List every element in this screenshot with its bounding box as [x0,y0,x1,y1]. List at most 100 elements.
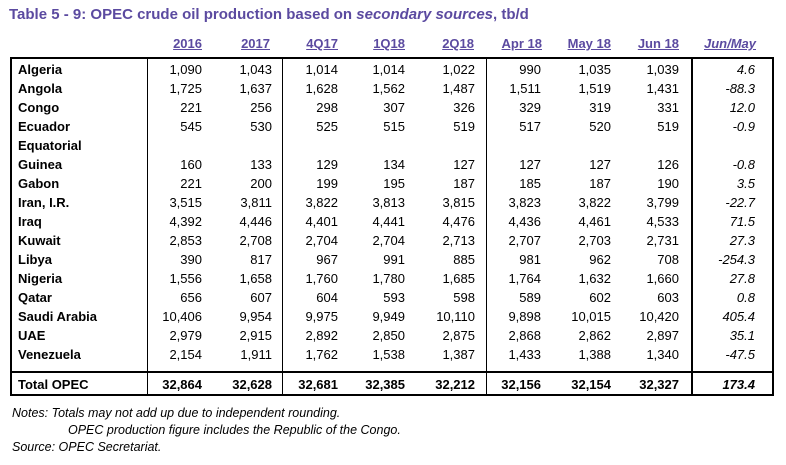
cell-jun18: 190 [657,176,679,191]
cell-apr18: 990 [519,62,541,77]
table-row: Guinea 160 133 129 134 127 127 127 126 -0.8 [12,155,776,174]
cell-4q17: 1,762 [305,347,338,362]
cell-may18: 3,822 [578,195,611,210]
cell-1q18: 195 [383,176,405,191]
cell-2016: 221 [180,176,202,191]
title-suffix: , tb/d [493,6,529,23]
table-row: Algeria 1,090 1,043 1,014 1,014 1,022 990 1,035… [12,60,776,79]
cell-jun-may: 405.4 [722,309,755,324]
cell-4q17 [268,136,338,155]
row-label: Gabon [18,176,60,191]
note-rounding: Notes: Totals may not add up due to inde… [12,406,341,420]
cell-jun-may: 12.0 [729,100,755,115]
cell-jun-may: -254.3 [718,252,755,267]
cell-2016: 2,979 [169,328,202,343]
cell-4q17: 1,760 [305,271,338,286]
title-prefix: Table 5 - 9: OPEC crude oil production b… [9,6,357,23]
cell-may18: 10,015 [571,309,611,324]
cell-2017: 607 [250,290,272,305]
cell-2017: 4,446 [239,214,272,229]
row-label: Angola [18,81,63,96]
cell-jun18: 3,799 [646,195,679,210]
cell-2q18: 1,685 [442,271,475,286]
cell-jun18: 1,039 [646,62,679,77]
table-row: Equatorial [12,136,776,155]
row-label: Libya [18,252,52,267]
table-row: Kuwait 2,853 2,708 2,704 2,704 2,713 2,707 2,70… [12,231,776,250]
cell-2016: 1,725 [169,81,202,96]
cell-2q18: 2,875 [442,328,475,343]
col-header-jun-may: Jun/May [703,36,756,51]
cell-1q18 [335,136,405,155]
cell-may18: 602 [589,290,611,305]
cell-jun-may: 27.8 [729,271,755,286]
cell-apr18: 4,436 [508,214,541,229]
col-header-4q17: 4Q17 [306,36,338,51]
row-label: Saudi Arabia [18,309,97,324]
cell-apr18: 2,868 [508,328,541,343]
cell-4q17: 525 [316,119,338,134]
note-congo: OPEC production figure includes the Repu… [68,423,401,437]
column-divider [147,59,148,394]
cell-2017: 530 [250,119,272,134]
cell-1q18: 1,538 [372,347,405,362]
cell-apr18: 1,433 [508,347,541,362]
cell-apr18 [471,136,541,155]
cell-2q18: 1,487 [442,81,475,96]
cell-4q17: 3,822 [305,195,338,210]
cell-2017: 1,637 [239,81,272,96]
cell-may18: 127 [589,157,611,172]
cell-jun-may: 27.3 [729,233,755,248]
table-notes: Notes: Totals may not add up due to inde… [12,405,401,456]
cell-jun18: 331 [657,100,679,115]
cell-apr18: 329 [519,100,541,115]
cell-apr18: 32,156 [501,377,541,392]
cell-may18: 1,519 [578,81,611,96]
cell-4q17: 1,628 [305,81,338,96]
cell-2017: 3,811 [240,195,272,210]
table-row: UAE 2,979 2,915 2,892 2,850 2,875 2,868 2,862 2,… [12,326,776,345]
total-row: Total OPEC 32,864 32,628 32,681 32,385 32,212… [12,375,776,394]
cell-1q18: 307 [383,100,405,115]
cell-1q18: 1,562 [372,81,405,96]
table-row: Venezuela 2,154 1,911 1,762 1,538 1,387 1,433 1… [12,345,776,364]
cell-jun-may: -47.5 [725,347,755,362]
table-row: Angola 1,725 1,637 1,628 1,562 1,487 1,511 1,51… [12,79,776,98]
cell-2016: 32,864 [162,377,202,392]
cell-jun-may: 3.5 [736,176,755,191]
cell-2q18: 1,022 [442,62,475,77]
column-divider [691,59,693,394]
cell-2017: 1,911 [240,347,272,362]
cell-jun18: 519 [657,119,679,134]
cell-4q17: 1,014 [305,62,338,77]
cell-2q18: 187 [453,176,475,191]
cell-jun-may: 0.8 [736,290,755,305]
row-label: Guinea [18,157,63,172]
cell-jun18: 2,731 [646,233,679,248]
cell-jun-may: -88.3 [725,81,755,96]
cell-jun-may: -22.7 [725,195,755,210]
cell-2016: 2,853 [169,233,202,248]
col-header-may18: May 18 [567,36,611,51]
cell-2017 [202,136,272,155]
cell-4q17: 4,401 [305,214,338,229]
row-label: Iraq [18,214,42,229]
cell-jun-may [685,136,755,155]
cell-2016: 545 [180,119,202,134]
cell-may18 [541,136,611,155]
cell-1q18: 2,704 [372,233,405,248]
cell-jun18: 1,340 [646,347,679,362]
row-label: Total OPEC [18,377,89,392]
cell-1q18: 4,441 [372,214,405,229]
table-row: Nigeria 1,556 1,658 1,760 1,780 1,685 1,764 1,6… [12,269,776,288]
column-divider [282,59,283,394]
cell-2016 [132,136,202,155]
cell-2016: 1,556 [169,271,202,286]
cell-may18: 1,035 [578,62,611,77]
cell-jun-may: 35.1 [729,328,755,343]
col-header-apr18: Apr 18 [501,36,542,51]
note-source: Source: OPEC Secretariat. [12,440,162,454]
cell-jun-may: 173.4 [722,377,755,392]
cell-apr18: 9,898 [508,309,541,324]
row-label: Algeria [18,62,63,77]
